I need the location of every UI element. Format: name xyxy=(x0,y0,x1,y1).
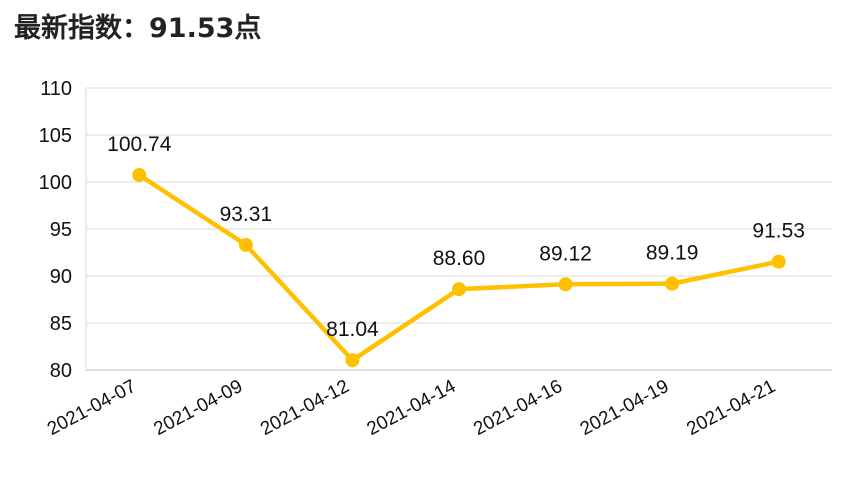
data-label: 89.19 xyxy=(646,242,699,265)
y-tick-label: 95 xyxy=(50,219,72,241)
data-point xyxy=(452,282,466,297)
data-point xyxy=(345,353,360,368)
data-point xyxy=(238,237,253,252)
data-point xyxy=(132,168,147,183)
gridlines xyxy=(86,87,832,324)
y-tick-labels: 80 85 90 95 100 105 110 xyxy=(39,78,72,382)
x-tick-label: 2021-04-14 xyxy=(364,376,460,440)
data-label: 100.74 xyxy=(107,133,172,156)
x-tick-label: 2021-04-16 xyxy=(470,376,566,440)
x-tick-label: 2021-04-21 xyxy=(683,376,779,440)
y-tick-label: 85 xyxy=(50,313,72,335)
data-point xyxy=(558,277,573,292)
data-label: 88.60 xyxy=(433,247,486,270)
x-tick-label: 2021-04-09 xyxy=(151,376,247,440)
data-labels: 100.74 93.31 81.04 88.60 89.12 89.19 91.53 xyxy=(107,133,805,341)
x-tick-label: 2021-04-19 xyxy=(577,376,673,440)
x-tick-label: 2021-04-12 xyxy=(257,376,353,440)
y-tick-label: 80 xyxy=(50,360,72,382)
y-tick-label: 110 xyxy=(40,78,72,100)
y-tick-label: 100 xyxy=(39,172,72,194)
chart-title: 最新指数：91.53点 xyxy=(14,13,262,44)
data-label: 93.31 xyxy=(220,203,273,226)
data-point xyxy=(771,254,786,269)
x-tick-labels: 2021-04-07 2021-04-09 2021-04-12 2021-04-14… xyxy=(44,376,779,440)
y-tick-label: 105 xyxy=(39,125,72,147)
x-tick-label: 2021-04-07 xyxy=(44,376,140,440)
data-point xyxy=(665,276,680,291)
data-label: 81.04 xyxy=(326,318,379,341)
data-label: 91.53 xyxy=(752,220,805,243)
axes xyxy=(85,88,832,371)
data-points xyxy=(132,168,786,368)
data-label: 89.12 xyxy=(539,242,592,265)
y-tick-label: 90 xyxy=(50,266,72,288)
